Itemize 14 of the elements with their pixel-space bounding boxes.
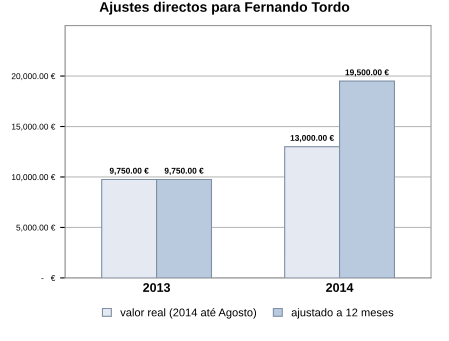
y-tick-label: 5,000.00 € bbox=[16, 224, 56, 232]
data-label: 9,750.00 € bbox=[164, 168, 204, 175]
chart-title: Ajustes directos para Fernando Tordo bbox=[100, 2, 350, 15]
y-tick-label: 10,000.00 € bbox=[12, 174, 56, 182]
x-tick-label: 2014 bbox=[326, 283, 354, 292]
data-label: 9,750.00 € bbox=[110, 168, 149, 175]
y-tick-label: - € bbox=[41, 275, 56, 282]
x-tick-label: 2013 bbox=[143, 283, 170, 292]
data-label: 19,500.00 € bbox=[346, 69, 389, 76]
legend-label: valor real (2014 até Agosto) bbox=[120, 308, 256, 319]
y-tick-label: 15,000.00 € bbox=[12, 124, 56, 131]
legend-label: ajustado a 12 meses bbox=[292, 308, 394, 319]
y-tick-label: 20,000.00 € bbox=[12, 73, 56, 80]
data-label: 13,000.00 € bbox=[290, 134, 334, 142]
